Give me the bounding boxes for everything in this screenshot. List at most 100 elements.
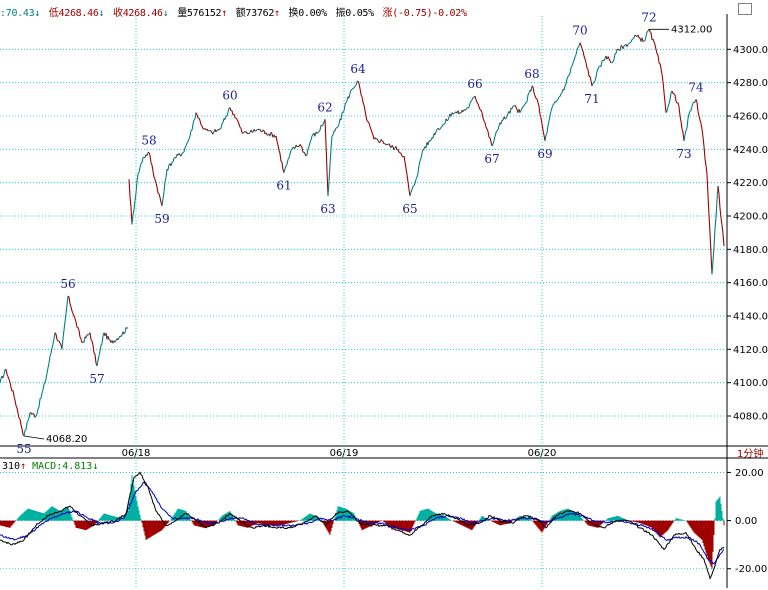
price-line-segment [331,134,334,137]
price-line-segment [255,129,258,132]
date-label: 06/20 [528,448,557,459]
price-line-segment [720,217,723,226]
price-line-segment [715,199,718,218]
price-tick-label: 4200.0 [733,212,768,223]
price-line-segment [641,37,644,42]
price-line-segment [250,129,253,133]
price-line-segment [186,141,189,144]
wave-label: 55 [16,442,31,456]
price-tick-label: 4240.0 [733,145,768,156]
price-line-segment [613,53,616,60]
price-line-segment [680,121,683,129]
price-line-segment [608,58,611,62]
price-line-segment [540,118,543,124]
price-line-segment [248,132,251,135]
price-line-segment [317,131,320,134]
price-line-segment [131,214,134,225]
price-line-segment [8,379,11,383]
price-line-segment [667,103,670,107]
price-line-segment [132,209,135,215]
price-line-segment [533,92,536,97]
price-line-segment [703,146,706,159]
price-line-segment [123,332,126,335]
price-line-segment [432,133,435,139]
price-line-segment [691,102,694,107]
price-line-segment [704,158,707,166]
price-line-segment [581,48,584,52]
price-line-segment [153,176,156,180]
price-line-segment [180,153,183,157]
price-line-segment [470,99,473,102]
price-line-segment [107,335,110,341]
price-line-segment [20,424,23,430]
price-line-segment [343,104,346,112]
wave-label: 64 [350,62,366,76]
amount-value: 额73762↑ [235,8,280,19]
price-line-segment [480,110,483,113]
price-line-segment [524,102,527,105]
price-line-segment [538,105,541,115]
price-line-segment [592,81,595,84]
price-line-segment [245,131,248,134]
price-line-segment [48,356,51,364]
price-line-segment [595,71,598,78]
window-corner-icon[interactable] [738,3,752,15]
price-line-segment [520,107,523,111]
price-line-segment [661,74,664,82]
price-line-segment [649,31,652,34]
interval-label: 1分钟 [737,447,763,460]
price-tick-label: 4100.0 [733,378,768,389]
price-line-segment [440,126,443,128]
price-line-segment [681,128,684,133]
price-line-segment [419,158,422,162]
price-line-segment [644,36,647,41]
price-tick-label: 4300.0 [733,45,768,56]
price-tick-label: 4180.0 [733,245,768,256]
price-line-segment [421,149,424,154]
date-label: 06/18 [122,448,151,459]
price-line-segment [465,107,468,111]
price-line-segment [296,145,299,148]
price-line-segment [559,93,562,97]
price-line-segment [96,360,99,367]
price-line-segment [718,194,721,209]
price-line-segment [303,151,306,155]
price-line-segment [416,172,419,178]
price-line-segment [414,179,417,184]
price-line-segment [237,121,240,125]
price-line-segment [198,117,201,121]
price-line-segment [80,339,83,343]
price-line-segment [585,62,588,69]
price-line-segment [659,63,662,69]
price-line-segment [478,106,481,110]
price-line-segment [555,100,558,103]
price-line-segment [151,164,154,172]
price-line-segment [690,106,693,111]
price-line-segment [100,343,103,346]
price-line-segment [429,139,432,142]
price-line-segment [547,121,550,126]
wave-label: 63 [320,202,335,216]
price-line-segment [662,81,665,93]
price-line-segment [544,134,547,142]
price-line-segment [563,85,566,91]
price-line-segment [500,120,503,125]
price-line-segment [61,338,64,350]
price-line-segment [23,430,26,437]
price-line-segment [573,56,576,61]
price-line-segment [418,160,421,166]
price-line-segment [482,117,485,122]
macd-value: MACD:4.813↓ [32,461,99,472]
price-line-segment [354,84,357,87]
price-line-segment [62,329,65,339]
price-line-segment [358,83,361,89]
price-line-segment [310,135,313,141]
price-line-segment [324,119,327,144]
price-line-segment [301,147,304,153]
price-line-segment [677,102,680,107]
price-line-segment [579,42,582,46]
price-line-segment [63,321,66,331]
price-line-segment [345,100,348,103]
price-line-segment [7,376,10,380]
